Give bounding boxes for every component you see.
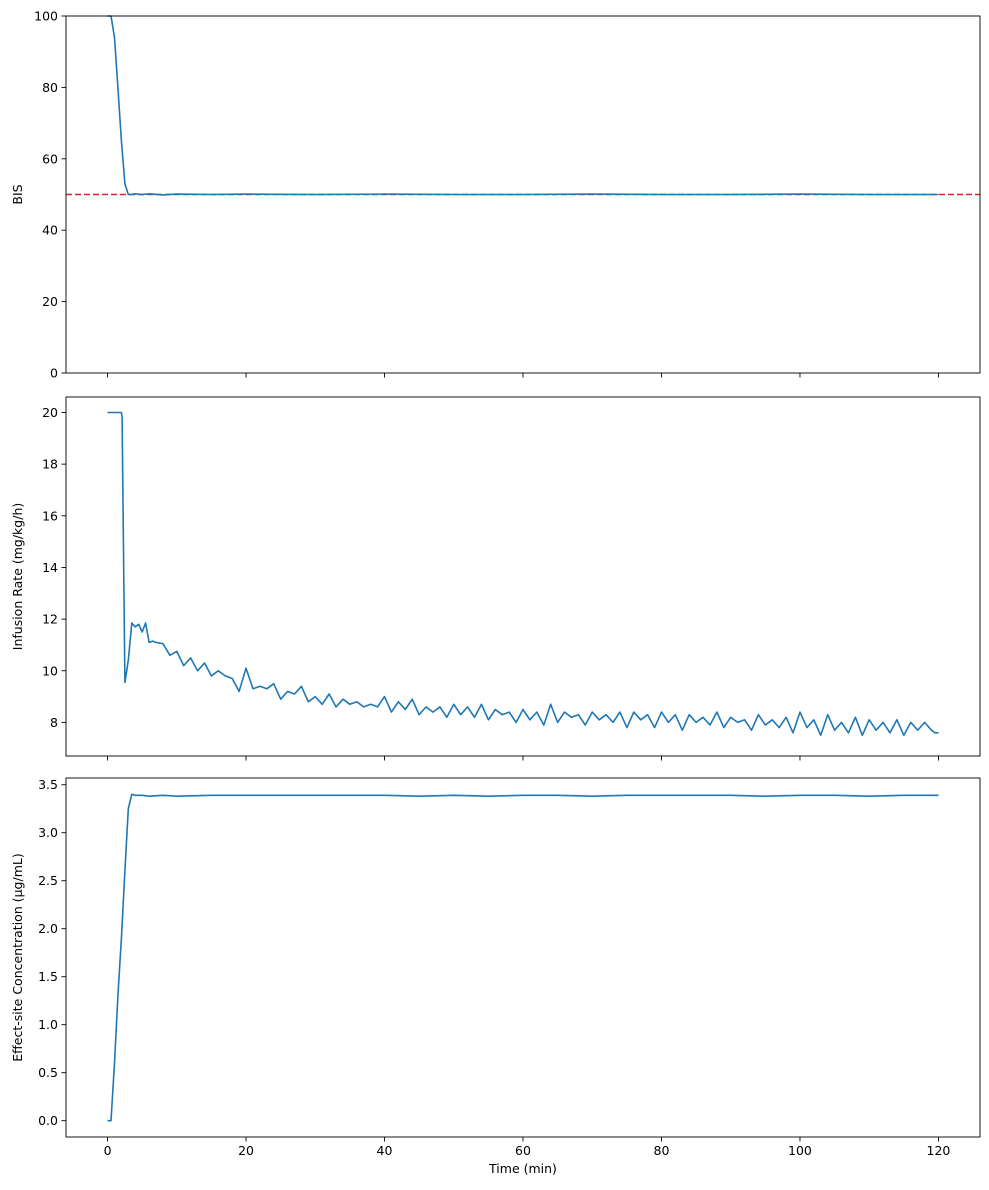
effect-site-concentration-panel: 0 20 40 60 80 100 120 0.0 0.5 1.0 1.5 2.0 2.5 3.0 3.5 E… xyxy=(10,777,981,1176)
infusion-rate-y-tick-label: 10 xyxy=(42,663,58,678)
infusion-rate-y-tick-label: 14 xyxy=(42,560,58,575)
effect-site-concentration-x-tick-label: 80 xyxy=(654,1143,670,1158)
infusion-rate-y-tick-label: 16 xyxy=(42,508,58,523)
bis-series-line xyxy=(107,15,939,196)
infusion-rate-series-line xyxy=(107,411,939,737)
infusion-rate-axes-frame xyxy=(65,396,981,757)
effect-site-concentration-y-tick-label: 0.5 xyxy=(38,1065,58,1080)
infusion-rate-y-tick-label: 8 xyxy=(50,715,58,730)
effect-site-concentration-x-tick-label: 100 xyxy=(788,1143,812,1158)
effect-site-concentration-y-tick-label: 0.0 xyxy=(38,1113,58,1128)
infusion-rate-y-tick-label: 12 xyxy=(42,612,58,627)
bis-y-tick-label: 20 xyxy=(42,294,58,309)
bis-y-tick-label: 0 xyxy=(50,366,58,381)
effect-site-concentration-x-tick-label: 0 xyxy=(104,1143,112,1158)
bis-y-tick-label: 60 xyxy=(42,151,58,166)
bis-y-axis-label: BIS xyxy=(10,184,25,204)
infusion-rate-panel: 8 10 12 14 16 18 20 Infusion Rate (mg/kg/h) xyxy=(10,396,981,761)
effect-site-concentration-x-tick-label: 20 xyxy=(238,1143,254,1158)
effect-site-concentration-x-tick-label: 60 xyxy=(515,1143,531,1158)
effect-site-concentration-y-tick-label: 1.5 xyxy=(38,969,58,984)
effect-site-concentration-x-axis-label: Time (min) xyxy=(488,1161,557,1176)
bis-panel: 0 20 40 60 80 100 BIS xyxy=(10,9,981,381)
effect-site-concentration-y-tick-label: 3.0 xyxy=(38,825,58,840)
infusion-rate-y-tick-label: 20 xyxy=(42,405,58,420)
infusion-rate-y-axis-label: Infusion Rate (mg/kg/h) xyxy=(10,503,25,650)
effect-site-concentration-y-tick-label: 2.5 xyxy=(38,873,58,888)
bis-y-tick-label: 100 xyxy=(34,9,58,24)
effect-site-concentration-x-tick-label: 120 xyxy=(927,1143,951,1158)
effect-site-concentration-y-tick-label: 1.0 xyxy=(38,1017,58,1032)
effect-site-concentration-axes-frame xyxy=(65,777,981,1138)
effect-site-concentration-y-tick-label: 3.5 xyxy=(38,777,58,792)
effect-site-concentration-y-axis-label: Effect-site Concentration (µg/mL) xyxy=(10,853,25,1061)
bis-y-tick-label: 40 xyxy=(42,223,58,238)
infusion-rate-y-tick-label: 18 xyxy=(42,457,58,472)
effect-site-concentration-x-tick-label: 40 xyxy=(377,1143,393,1158)
bis-y-tick-label: 80 xyxy=(42,80,58,95)
effect-site-concentration-y-tick-label: 2.0 xyxy=(38,921,58,936)
effect-site-concentration-series-line xyxy=(107,793,939,1122)
